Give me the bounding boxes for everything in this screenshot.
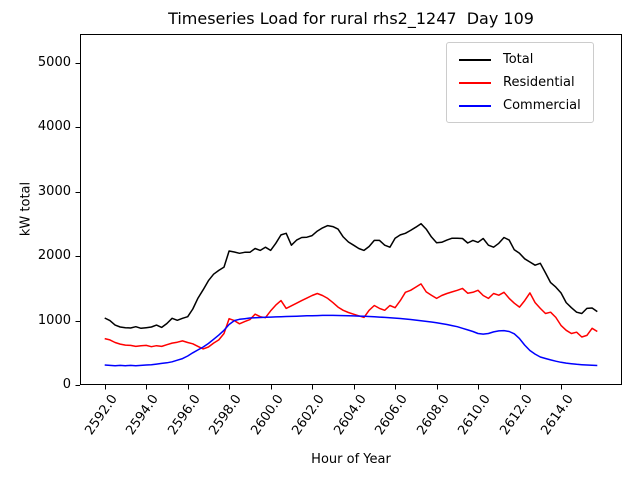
series-commercial [104, 314, 598, 367]
legend-line-residential [459, 81, 491, 84]
y-tick-label: 3000 [37, 184, 71, 199]
legend-label: Total [503, 52, 534, 67]
legend-line-commercial [459, 104, 491, 107]
legend-line-total [459, 58, 491, 61]
legend-item-total: Total [459, 51, 581, 68]
legend: Total Residential Commercial [446, 42, 594, 123]
legend-item-commercial: Commercial [459, 97, 581, 114]
y-tick-label: 4000 [37, 119, 71, 134]
y-tick-label: 1000 [37, 313, 71, 328]
y-tick-label: 2000 [37, 248, 71, 263]
series-total [104, 222, 598, 330]
y-tick-label: 5000 [37, 55, 71, 70]
legend-label: Commercial [503, 98, 581, 113]
y-tick-label: 0 [62, 377, 71, 392]
x-axis-label: Hour of Year [311, 452, 391, 467]
y-axis-label: kW total [18, 181, 34, 237]
axes-frame [80, 34, 622, 385]
series-residential [104, 283, 598, 350]
legend-label: Residential [503, 75, 575, 90]
chart-title: Timeseries Load for rural rhs2_1247 Day … [168, 9, 534, 28]
legend-item-residential: Residential [459, 74, 581, 91]
